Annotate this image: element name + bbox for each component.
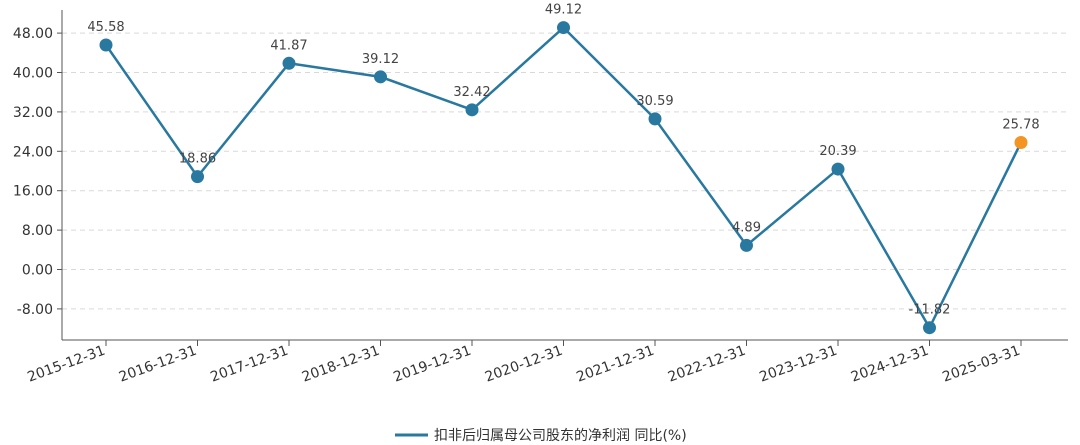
data-label: 30.59 [636, 94, 673, 109]
x-tick-label: 2017-12-31 [208, 343, 290, 386]
x-tick-label: 2024-12-31 [849, 343, 931, 386]
x-tick-label: 2020-12-31 [483, 343, 565, 386]
data-point[interactable] [557, 21, 570, 35]
y-tick-label: 24.00 [13, 144, 53, 160]
y-axis-ticks: -8.00 0.00 8.00 16.00 24.00 32.00 40.00 48.00 [13, 26, 62, 318]
data-point[interactable] [923, 321, 936, 335]
data-label: 32.42 [453, 85, 490, 100]
data-point[interactable] [740, 238, 753, 252]
data-label: 20.39 [819, 144, 856, 159]
y-tick-label: -8.00 [17, 302, 53, 318]
x-tick-label: 2025-03-31 [940, 343, 1022, 386]
legend-label: 扣非后归属母公司股东的净利润 同比(%) [434, 427, 687, 444]
y-tick-label: 48.00 [13, 26, 53, 42]
data-label: 25.78 [1002, 118, 1039, 133]
data-point[interactable] [1014, 136, 1028, 150]
y-tick-label: 16.00 [13, 184, 53, 200]
x-tick-label: 2018-12-31 [300, 343, 382, 386]
y-tick-label: 0.00 [22, 263, 53, 279]
data-label: 4.89 [732, 220, 761, 235]
data-point[interactable] [99, 38, 113, 52]
x-tick-label: 2016-12-31 [117, 343, 199, 386]
data-point[interactable] [831, 162, 845, 176]
x-tick-label: 2015-12-31 [25, 343, 107, 386]
grid-lines [62, 32, 1068, 310]
data-label: 41.87 [270, 38, 307, 53]
data-label: 39.12 [362, 52, 399, 67]
x-tick-label: 2022-12-31 [666, 343, 748, 386]
series-group [99, 21, 1028, 335]
data-label: 49.12 [545, 3, 582, 18]
data-point[interactable] [191, 170, 204, 184]
x-tick-label: 2021-12-31 [574, 343, 656, 386]
legend[interactable]: 扣非后归属母公司股东的净利润 同比(%) [395, 427, 687, 444]
axes [61, 10, 1068, 341]
data-point[interactable] [374, 70, 387, 84]
data-point[interactable] [465, 103, 479, 117]
data-point[interactable] [648, 112, 662, 126]
data-point[interactable] [282, 56, 296, 70]
data-label: -11.82 [909, 303, 951, 318]
x-axis-ticks: 2015-12-31 2016-12-31 2017-12-31 2018-12-31… [25, 340, 1022, 386]
x-tick-label: 2019-12-31 [391, 343, 473, 386]
x-tick-label: 2023-12-31 [757, 343, 839, 386]
y-tick-label: 8.00 [22, 223, 53, 239]
y-tick-label: 40.00 [13, 66, 53, 82]
data-label: 45.58 [87, 20, 124, 35]
data-label: 18.86 [179, 152, 216, 167]
y-tick-label: 32.00 [13, 105, 53, 121]
data-labels: 45.58 18.86 41.87 39.12 32.42 49.12 30.59 4.89 2… [87, 3, 1039, 318]
